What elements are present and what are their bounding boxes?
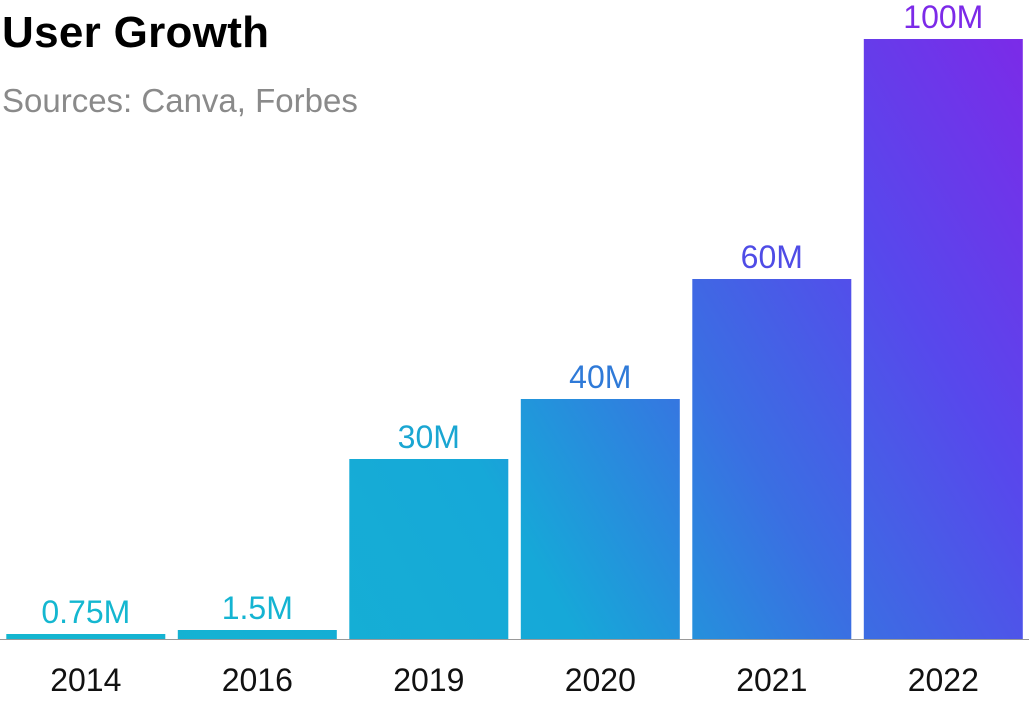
bars-group: 0.75M 1.5M 30M 40M 60M 100M (6, 0, 1023, 639)
x-tick-label-2016: 2016 (222, 662, 293, 698)
x-axis-ticks: 2014 2016 2019 2020 2021 2022 (50, 662, 979, 698)
data-label-2022: 100M (903, 0, 983, 35)
chart-subtitle: Sources: Canva, Forbes (2, 82, 358, 119)
data-label-2016: 1.5M (222, 590, 293, 626)
bar-2014 (6, 634, 166, 639)
bar-2022 (863, 39, 1023, 639)
bar-2016 (177, 630, 337, 639)
bar-2021 (692, 279, 852, 639)
x-tick-label-2019: 2019 (393, 662, 464, 698)
bar-2020 (520, 399, 680, 639)
bar-2019 (349, 459, 509, 639)
x-tick-label-2022: 2022 (908, 662, 979, 698)
data-label-2020: 40M (569, 359, 631, 395)
x-tick-label-2014: 2014 (50, 662, 121, 698)
x-tick-label-2020: 2020 (565, 662, 636, 698)
x-tick-label-2021: 2021 (736, 662, 807, 698)
chart-title: User Growth (2, 8, 270, 57)
data-label-2019: 30M (398, 419, 460, 455)
data-label-2021: 60M (741, 239, 803, 275)
data-label-2014: 0.75M (41, 594, 130, 630)
